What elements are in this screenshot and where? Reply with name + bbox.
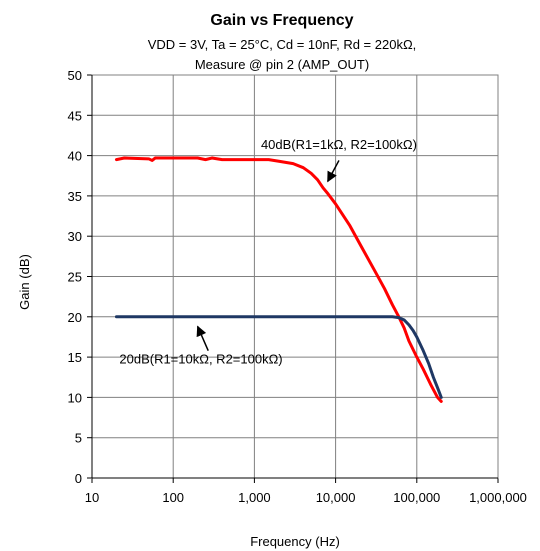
chart-subtitle-line-1: VDD = 3V, Ta = 25°C, Cd = 10nF, Rd = 220…: [148, 37, 417, 52]
series-line-1: [114, 156, 443, 403]
y-tick-label: 50: [68, 68, 82, 83]
x-tick-label: 10,000: [316, 490, 356, 505]
y-axis-label: Gain (dB): [17, 254, 32, 310]
series-annotation-label-2: 20dB(R1=10kΩ, R2=100kΩ): [119, 352, 282, 367]
annotation-arrow-1: [327, 160, 340, 183]
y-tick-label: 10: [68, 390, 82, 405]
y-tick-label: 30: [68, 229, 82, 244]
annotations: 40dB(R1=1kΩ, R2=100kΩ) 20dB(R1=10kΩ, R2=1…: [119, 137, 417, 366]
x-axis-label: Frequency (Hz): [250, 534, 340, 549]
y-tick-label: 40: [68, 149, 82, 164]
y-tick-label: 5: [75, 431, 82, 446]
y-tick-label: 0: [75, 471, 82, 486]
grid: [92, 75, 498, 478]
chart-subtitle-line-2: Measure @ pin 2 (AMP_OUT): [195, 57, 369, 72]
y-tick-label: 35: [68, 189, 82, 204]
annotation-arrow-2: [196, 325, 209, 351]
y-tick-label: 15: [68, 350, 82, 365]
series-annotation-label-1: 40dB(R1=1kΩ, R2=100kΩ): [261, 137, 417, 152]
series-layer: [114, 156, 443, 403]
x-tick-label: 100: [162, 490, 184, 505]
x-tick-label: 10: [85, 490, 99, 505]
tick-labels: 0 5 10 15 20 25 30 35 40 45 50 10 100 1,000 10,000 100,…: [68, 68, 527, 505]
y-tick-label: 20: [68, 310, 82, 325]
series-line-2: [114, 315, 443, 399]
y-tick-label: 25: [68, 270, 82, 285]
x-tick-label: 1,000: [238, 490, 271, 505]
y-tick-label: 45: [68, 108, 82, 123]
x-tick-label: 1,000,000: [469, 490, 527, 505]
axes: [87, 74, 499, 483]
chart-title: Gain vs Frequency: [210, 12, 353, 29]
x-tick-label: 100,000: [393, 490, 440, 505]
